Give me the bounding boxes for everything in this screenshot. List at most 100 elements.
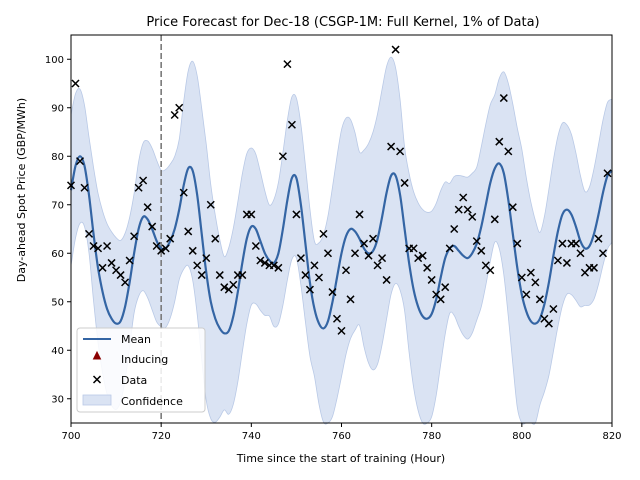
data-point bbox=[346, 295, 355, 304]
x-tick-label: 820 bbox=[602, 431, 621, 442]
data-point bbox=[184, 227, 193, 236]
data-point bbox=[89, 241, 98, 251]
data-point bbox=[283, 60, 292, 69]
legend-data-marker bbox=[92, 375, 102, 384]
legend-inducing-marker bbox=[92, 350, 102, 360]
data-point bbox=[94, 244, 103, 253]
chart-title: Price Forecast for Dec-18 (CSGP-1M: Full… bbox=[146, 15, 539, 30]
data-point bbox=[143, 203, 152, 212]
data-point bbox=[387, 142, 396, 151]
data-point bbox=[571, 239, 580, 248]
data-point bbox=[472, 237, 481, 246]
data-point bbox=[409, 244, 418, 253]
data-point bbox=[269, 261, 278, 270]
data-point bbox=[459, 193, 468, 202]
data-point bbox=[544, 319, 553, 328]
data-point bbox=[274, 263, 283, 272]
data-point bbox=[314, 273, 323, 282]
data-point bbox=[450, 224, 459, 234]
mean-line-layer bbox=[69, 155, 613, 335]
data-point bbox=[170, 110, 179, 120]
y-tick-label: 70 bbox=[51, 200, 64, 211]
data-point bbox=[85, 229, 94, 238]
x-tick-label: 720 bbox=[152, 431, 171, 442]
data-point bbox=[427, 275, 436, 284]
data-point bbox=[499, 94, 508, 103]
data-point bbox=[211, 234, 220, 243]
data-point bbox=[121, 278, 130, 287]
data-point bbox=[71, 79, 80, 88]
data-point bbox=[598, 249, 608, 258]
data-point bbox=[423, 263, 432, 272]
data-point bbox=[107, 258, 116, 267]
data-point bbox=[193, 261, 202, 270]
data-point bbox=[508, 203, 517, 212]
data-point bbox=[378, 254, 387, 263]
data-point bbox=[197, 271, 206, 280]
data-point bbox=[603, 169, 612, 178]
x-tick-label: 740 bbox=[242, 431, 261, 442]
data-point bbox=[553, 256, 562, 265]
y-tick-label: 80 bbox=[51, 152, 64, 163]
data-point bbox=[296, 254, 305, 263]
data-point bbox=[337, 326, 346, 335]
y-tick-label: 60 bbox=[51, 249, 64, 260]
data-point bbox=[301, 271, 310, 280]
data-point bbox=[490, 215, 499, 224]
legend-confidence-label: Confidence bbox=[121, 395, 183, 408]
data-point bbox=[98, 263, 107, 272]
data-point bbox=[562, 258, 571, 267]
data-point bbox=[323, 249, 333, 258]
data-point bbox=[220, 283, 229, 292]
data-point bbox=[229, 280, 238, 289]
y-axis-ticks: 30 40 50 60 70 80 90 100 bbox=[45, 55, 71, 405]
data-point bbox=[382, 275, 391, 284]
data-point bbox=[486, 266, 495, 275]
data-point bbox=[130, 232, 139, 241]
data-point bbox=[328, 288, 337, 297]
data-point bbox=[215, 271, 224, 280]
data-point bbox=[468, 212, 477, 221]
data-point bbox=[576, 249, 585, 258]
legend: Mean Inducing Data Confidence bbox=[76, 327, 206, 413]
data-point bbox=[517, 273, 526, 282]
data-point bbox=[247, 210, 256, 219]
legend-box bbox=[76, 327, 206, 413]
data-point bbox=[103, 241, 112, 251]
data-point bbox=[445, 244, 454, 253]
data-point bbox=[80, 183, 89, 192]
data-point bbox=[175, 103, 184, 112]
y-axis-title: Day-ahead Spot Price (GBP/MWh) bbox=[15, 98, 28, 282]
data-point bbox=[161, 244, 170, 253]
data-point bbox=[463, 205, 472, 214]
data-point bbox=[364, 251, 373, 260]
data-point bbox=[75, 157, 85, 166]
data-point bbox=[369, 234, 378, 243]
data-point bbox=[202, 254, 211, 263]
legend-confidence-swatch bbox=[82, 394, 112, 406]
data-point bbox=[256, 256, 265, 265]
y-tick-label: 40 bbox=[51, 346, 64, 357]
data-point bbox=[125, 256, 134, 265]
data-point bbox=[558, 239, 567, 248]
data-point bbox=[251, 241, 260, 251]
data-point bbox=[441, 283, 450, 292]
x-tick-label: 760 bbox=[332, 431, 351, 442]
data-point bbox=[179, 188, 188, 197]
data-point bbox=[400, 178, 409, 187]
mean-line bbox=[69, 155, 613, 335]
data-point bbox=[278, 152, 287, 161]
data-point bbox=[522, 290, 531, 299]
data-point bbox=[238, 271, 247, 280]
data-point bbox=[319, 229, 328, 238]
data-point bbox=[589, 263, 598, 272]
data-point bbox=[396, 147, 405, 156]
data-point bbox=[373, 261, 382, 270]
data-point bbox=[188, 246, 197, 255]
data-point bbox=[305, 285, 314, 294]
legend-inducing-label: Inducing bbox=[121, 353, 168, 366]
data-point bbox=[531, 278, 540, 287]
data-point bbox=[332, 314, 342, 323]
data-point bbox=[139, 176, 148, 185]
data-point bbox=[549, 304, 558, 314]
